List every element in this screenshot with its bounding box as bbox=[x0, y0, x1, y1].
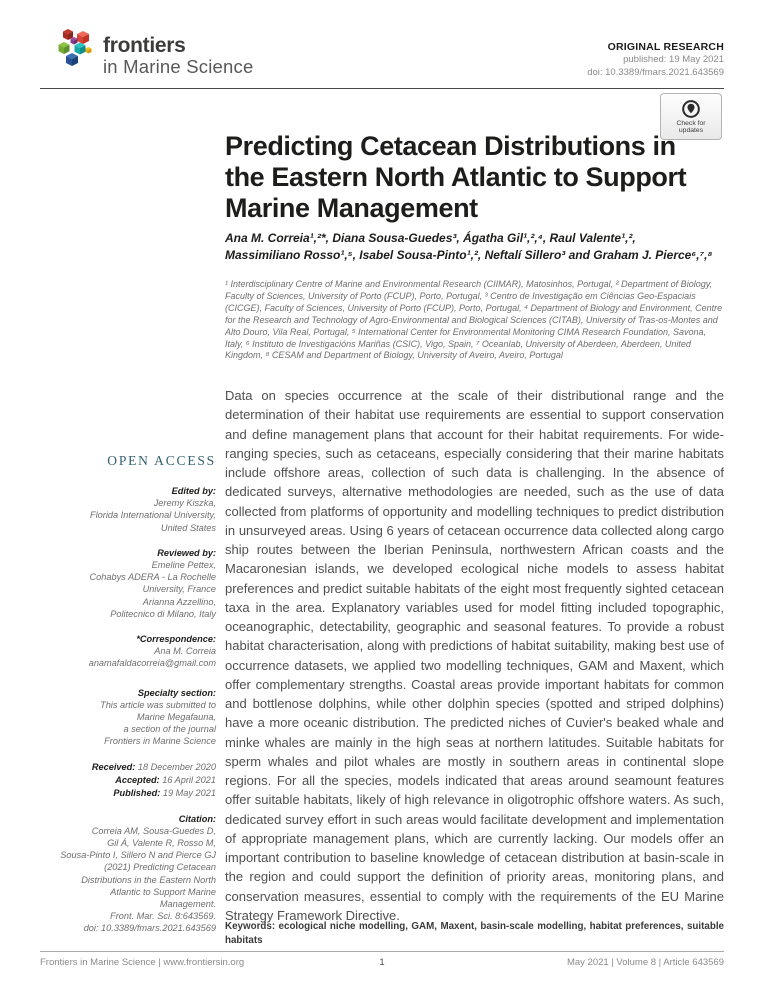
specialty-section-value: This article was submitted to Marine Meg… bbox=[100, 699, 216, 747]
check-for-updates-badge[interactable]: Check for updates bbox=[660, 93, 722, 140]
header-divider bbox=[40, 88, 724, 89]
specialty-section-label: Specialty section: bbox=[137, 687, 216, 698]
citation-value: Correia AM, Sousa-Guedes D, Gil Á, Valen… bbox=[60, 825, 216, 934]
footer-page-number: 1 bbox=[379, 957, 385, 968]
article-meta-sidebar: OPEN ACCESS Edited by: Jeremy Kiszka, Fl… bbox=[40, 453, 216, 948]
footer-issue-info: May 2021 | Volume 8 | Article 643569 bbox=[566, 957, 724, 968]
correspondence-label: *Correspondence: bbox=[136, 634, 216, 645]
correspondence-value[interactable]: Ana M. Correia anamafaldacorreia@gmail.c… bbox=[88, 646, 216, 669]
brand-journal-name: in Marine Science bbox=[103, 55, 254, 77]
article-type-label: ORIGINAL RESEARCH bbox=[607, 41, 724, 53]
citation-label: Citation: bbox=[178, 813, 216, 824]
reviewed-by-value: Emeline Pettex, Cohabys ADERA - La Roche… bbox=[89, 560, 216, 619]
accepted-row: Accepted: 16 April 2021 bbox=[40, 774, 216, 787]
crossmark-pin-icon bbox=[682, 99, 700, 118]
received-row: Received: 18 December 2020 bbox=[40, 761, 216, 774]
received-date: 18 December 2020 bbox=[137, 761, 216, 772]
published-label: Published: bbox=[113, 787, 161, 798]
check-updates-text-1: Check for bbox=[676, 119, 706, 127]
footer-journal-url[interactable]: Frontiers in Marine Science | www.fronti… bbox=[40, 957, 245, 968]
keywords-line: Keywords: ecological niche modelling, GA… bbox=[225, 921, 724, 946]
reviewed-by-label: Reviewed by: bbox=[157, 547, 216, 558]
published-row: Published: 19 May 2021 bbox=[40, 787, 216, 800]
edited-by-value: Jeremy Kiszka, Florida International Uni… bbox=[90, 498, 216, 533]
check-updates-text-2: updates bbox=[678, 127, 704, 134]
authors-line: Ana M. Correia¹,²*, Diana Sousa-Guedes³,… bbox=[225, 231, 713, 262]
affiliations-block: ¹ Interdisciplinary Centre of Marine and… bbox=[225, 279, 723, 361]
frontiers-logo: frontiers in Marine Science bbox=[55, 27, 253, 77]
frontiers-cubes-icon bbox=[58, 29, 92, 66]
brand-name: frontiers bbox=[103, 34, 186, 57]
doi-line[interactable]: doi: 10.3389/fmars.2021.643569 bbox=[587, 67, 724, 78]
accepted-date: 16 April 2021 bbox=[162, 774, 216, 785]
abstract-text: Data on species occurrence at the scale … bbox=[225, 388, 724, 923]
received-label: Received: bbox=[91, 761, 136, 772]
open-access-label: OPEN ACCESS bbox=[107, 453, 216, 468]
footer-divider bbox=[40, 951, 724, 952]
accepted-label: Accepted: bbox=[115, 774, 160, 785]
published-date: 19 May 2021 bbox=[162, 787, 216, 798]
article-title: Predicting Cetacean Distributions in the… bbox=[225, 131, 687, 223]
edited-by-label: Edited by: bbox=[171, 486, 216, 496]
published-date-line: published: 19 May 2021 bbox=[623, 54, 724, 65]
